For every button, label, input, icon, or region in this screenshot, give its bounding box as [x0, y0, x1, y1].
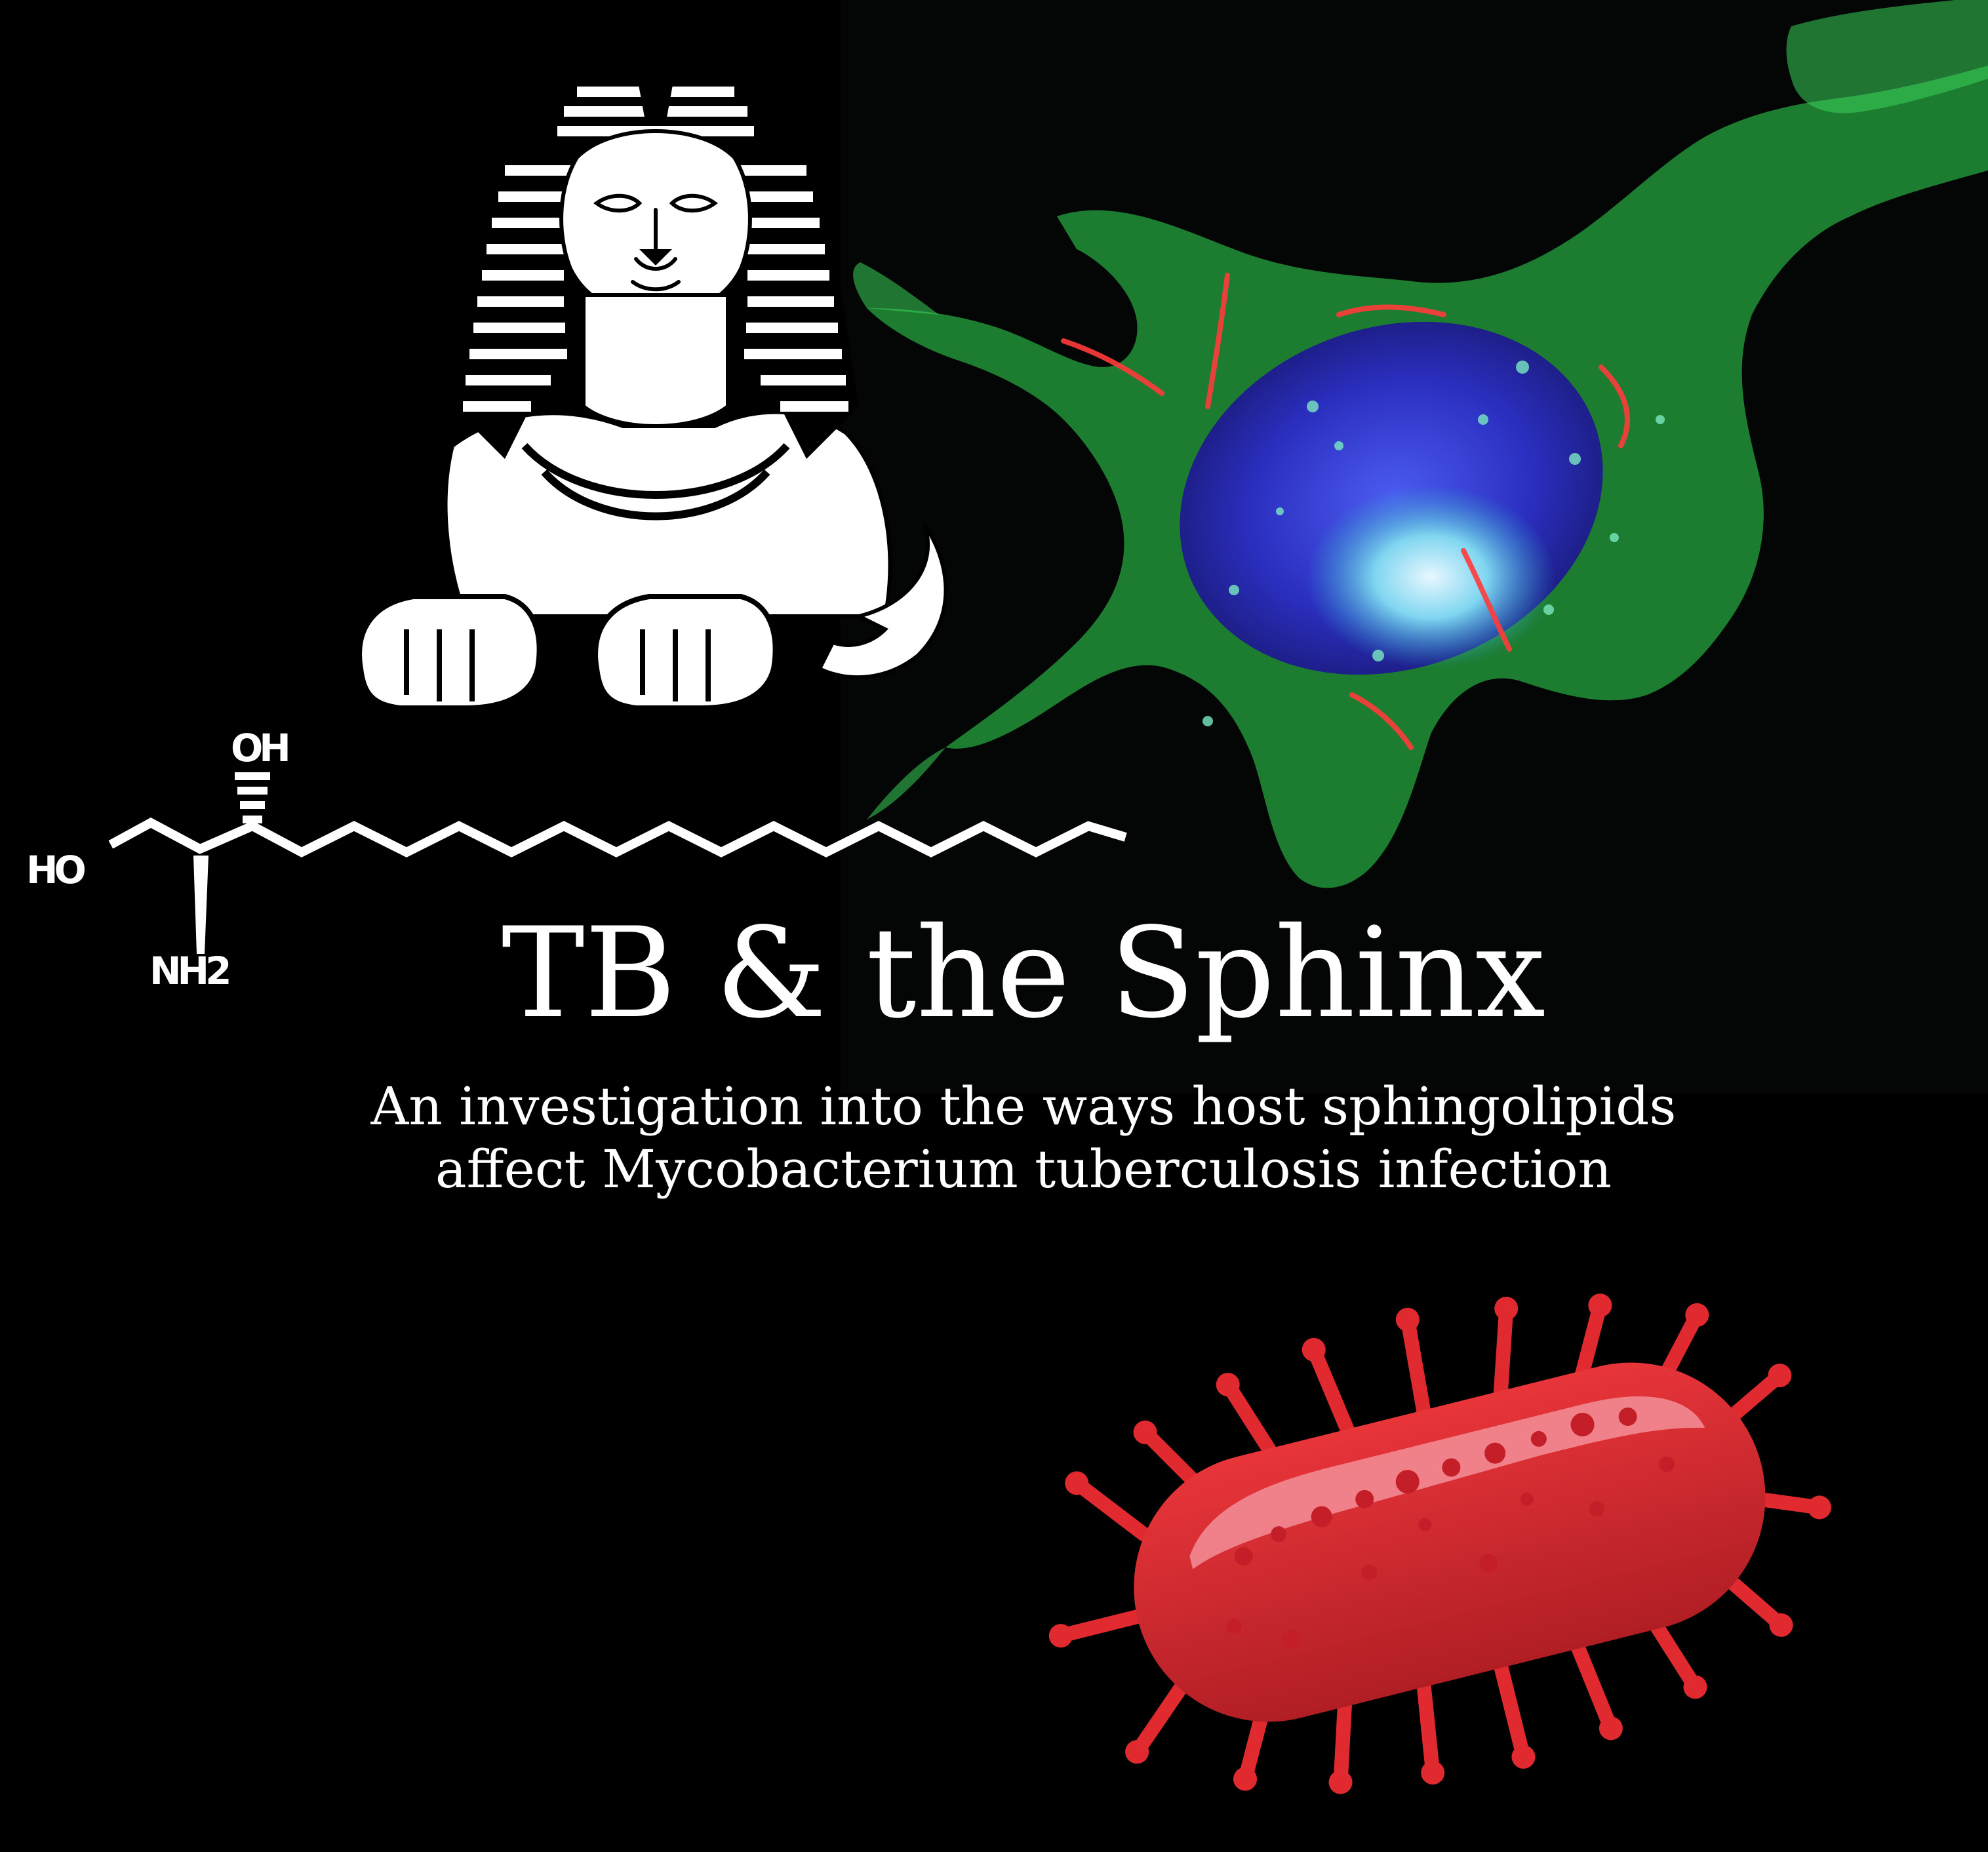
subtitle-line-1: An investigation into the ways host sphi…	[59, 1075, 1988, 1138]
title-text: TB & the Sphinx	[502, 905, 1545, 1042]
ho-label: HO	[26, 851, 83, 889]
oh-label: OH	[231, 729, 287, 767]
rod-bacterium-illustration	[1023, 1246, 1862, 1836]
sphinx-illustration	[308, 39, 1036, 767]
subtitle-line-2: affect Mycobacterium tuberculosis infect…	[59, 1138, 1988, 1201]
page-title: TB & the Sphinx	[0, 905, 1988, 1042]
subtitle: An investigation into the ways host sphi…	[0, 1075, 1988, 1201]
